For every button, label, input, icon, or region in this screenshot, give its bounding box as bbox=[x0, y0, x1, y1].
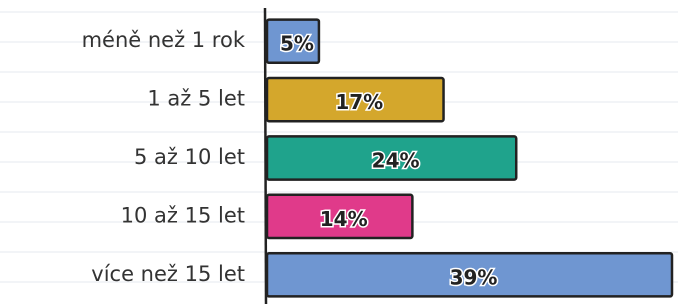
value-label: 5% bbox=[280, 32, 314, 56]
value-label: 39% bbox=[450, 265, 498, 289]
page: {"chart_data": {"type": "bar", "orientat… bbox=[0, 0, 678, 304]
chart: méně než 1 rok 5% 1 až 5 let 17% 5 až 10 let… bbox=[0, 0, 678, 304]
category-label: více než 15 let bbox=[91, 262, 245, 286]
value-label: 17% bbox=[335, 90, 383, 114]
category-label: 1 až 5 let bbox=[147, 87, 245, 111]
category-label: 5 až 10 let bbox=[134, 145, 245, 169]
value-label: 24% bbox=[372, 149, 420, 173]
category-label: 10 až 15 let bbox=[121, 203, 245, 227]
category-label: méně než 1 rok bbox=[82, 28, 246, 52]
value-label: 14% bbox=[320, 207, 368, 231]
